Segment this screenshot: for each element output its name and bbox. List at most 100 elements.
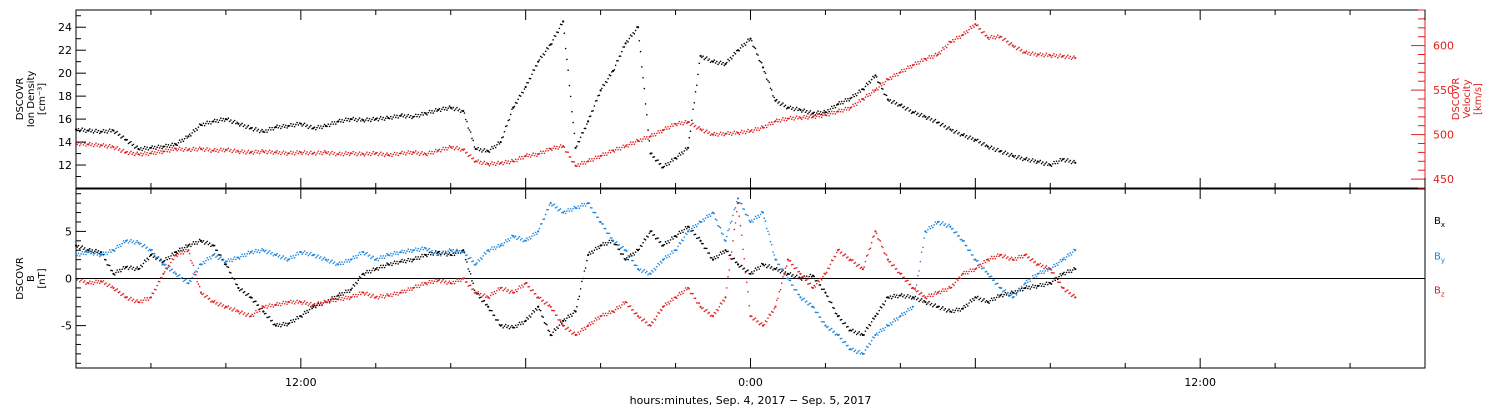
data-dot	[233, 148, 236, 150]
data-dot	[577, 298, 579, 301]
data-dot	[744, 213, 747, 216]
data-dot	[364, 119, 367, 121]
data-dot	[830, 301, 833, 304]
data-dot	[939, 124, 942, 127]
data-dot	[378, 266, 381, 269]
data-dot	[616, 243, 618, 246]
data-dot	[402, 261, 405, 263]
data-dot	[602, 83, 604, 86]
data-point	[624, 42, 627, 45]
data-dot	[242, 125, 245, 128]
data-dot	[502, 326, 504, 329]
data-dot	[303, 122, 306, 125]
data-dot	[882, 246, 884, 249]
data-dot	[1025, 50, 1028, 52]
data-dot	[942, 306, 944, 308]
data-dot	[122, 265, 125, 268]
data-dot	[97, 129, 100, 132]
data-dot	[863, 334, 865, 336]
data-dot	[1004, 150, 1007, 153]
data-dot	[511, 108, 513, 111]
data-dot	[968, 270, 970, 273]
data-dot	[873, 76, 875, 79]
data-dot	[407, 257, 410, 260]
data-dot	[357, 279, 360, 281]
data-dot	[182, 249, 185, 251]
data-dot	[808, 111, 811, 114]
data-point	[761, 211, 765, 214]
data-dot	[513, 326, 516, 329]
data-dot	[557, 327, 559, 330]
data-dot	[255, 300, 257, 302]
data-dot	[592, 211, 594, 214]
data-dot	[1051, 54, 1054, 57]
data-dot	[433, 280, 436, 283]
data-dot	[785, 274, 788, 276]
data-dot	[513, 160, 516, 163]
data-dot	[168, 265, 171, 267]
data-dot	[922, 246, 924, 249]
data-dot	[760, 61, 763, 64]
data-dot	[745, 270, 748, 272]
data-dot	[933, 293, 935, 295]
data-dot	[569, 156, 572, 158]
data-point	[337, 263, 340, 266]
data-dot	[969, 25, 972, 28]
data-dot	[396, 114, 398, 117]
data-dot	[444, 250, 447, 253]
data-dot	[564, 47, 567, 50]
data-dot	[818, 116, 820, 118]
data-dot	[657, 262, 659, 265]
data-dot	[103, 283, 106, 286]
data-dot	[902, 314, 904, 317]
data-dot	[753, 270, 756, 272]
data-dot	[526, 282, 528, 284]
data-point	[674, 249, 677, 252]
data-dot	[409, 287, 412, 289]
data-dot	[735, 210, 738, 213]
data-point	[449, 106, 452, 109]
data-dot	[709, 215, 712, 218]
data-dot	[315, 128, 317, 131]
data-dot	[943, 126, 945, 128]
data-dot	[698, 302, 701, 304]
data-dot	[698, 125, 701, 128]
data-dot	[829, 108, 832, 110]
data-dot	[236, 283, 238, 286]
data-point	[699, 54, 702, 58]
data-dot	[366, 117, 368, 119]
data-dot	[116, 288, 119, 290]
data-dot	[745, 281, 748, 284]
data-dot	[403, 151, 406, 153]
data-dot	[672, 252, 674, 254]
data-dot	[322, 151, 325, 154]
data-dot	[928, 115, 930, 118]
data-dot	[245, 294, 247, 297]
data-dot	[885, 254, 888, 256]
data-dot	[578, 333, 581, 335]
data-dot	[1071, 161, 1074, 163]
data-dot	[664, 162, 667, 165]
data-dot	[918, 63, 920, 65]
data-dot	[217, 254, 220, 256]
data-dot	[438, 278, 441, 281]
data-dot	[902, 276, 904, 279]
data-dot	[122, 240, 125, 242]
data-dot	[564, 151, 567, 153]
data-dot	[238, 125, 241, 127]
data-dot	[667, 161, 669, 164]
data-dot	[633, 33, 636, 35]
data-dot	[391, 155, 393, 158]
data-dot	[135, 146, 137, 148]
data-dot	[744, 271, 747, 274]
data-dot	[118, 268, 121, 271]
data-dot	[296, 121, 298, 124]
data-dot	[171, 147, 173, 149]
data-point	[337, 294, 340, 297]
data-dot	[757, 320, 759, 322]
data-dot	[331, 296, 333, 298]
data-point	[99, 251, 103, 254]
data-dot	[765, 320, 768, 323]
data-dot	[964, 136, 967, 138]
data-dot	[661, 309, 663, 312]
